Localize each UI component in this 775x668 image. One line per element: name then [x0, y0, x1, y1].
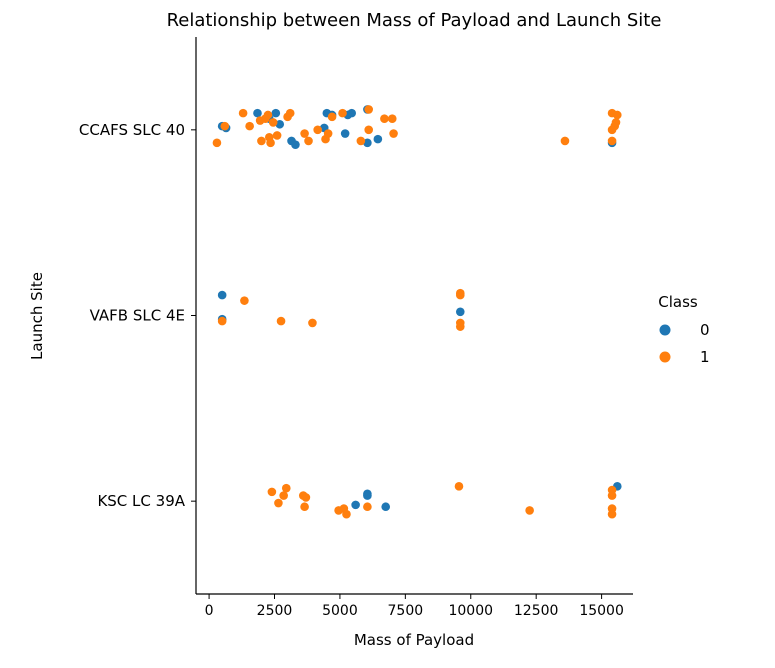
- data-point-class-1: [276, 316, 286, 326]
- data-point-class-1: [455, 322, 465, 331]
- data-point-class-1: [313, 125, 322, 135]
- data-point-class-1: [263, 110, 273, 120]
- data-point-class-1: [607, 136, 617, 146]
- data-point-class-1: [323, 129, 333, 138]
- data-point-class-0: [455, 307, 465, 317]
- data-point-class-1: [240, 296, 249, 305]
- y-axis-label: Launch Site: [28, 272, 46, 360]
- data-point-class-1: [212, 138, 222, 148]
- legend-title: Class: [658, 293, 698, 311]
- data-point-class-1: [257, 136, 266, 146]
- data-point-class-1: [611, 118, 621, 127]
- data-point-class-1: [220, 121, 230, 131]
- x-axis-label: Mass of Payload: [354, 631, 474, 649]
- data-point-class-1: [267, 487, 277, 497]
- data-point-class-0: [217, 290, 227, 300]
- legend-marker: [659, 351, 671, 363]
- data-point-class-1: [364, 105, 374, 114]
- legend-label: 0: [700, 321, 710, 339]
- data-point-class-1: [301, 493, 311, 502]
- x-tick-label: 7500: [388, 603, 424, 619]
- data-point-class-1: [363, 502, 372, 512]
- data-point-class-1: [266, 138, 275, 148]
- data-point-class-0: [363, 491, 372, 500]
- data-point-class-0: [340, 129, 350, 138]
- data-point-class-1: [268, 118, 278, 127]
- data-point-class-0: [363, 138, 372, 148]
- data-point-class-1: [454, 482, 464, 491]
- data-point-class-0: [275, 119, 285, 129]
- data-point-class-1: [274, 498, 283, 508]
- data-point-class-1: [338, 108, 347, 118]
- data-point-class-1: [281, 483, 291, 493]
- legend: Class 01: [658, 293, 709, 366]
- data-point-class-0: [351, 500, 360, 510]
- x-tick-label: 2500: [257, 603, 293, 619]
- data-point-class-1: [279, 491, 288, 500]
- data-point-class-1: [238, 108, 248, 118]
- data-point-class-0: [253, 108, 262, 118]
- legend-marker: [659, 324, 671, 336]
- data-point-class-0: [373, 134, 383, 144]
- data-point-class-1: [389, 129, 398, 138]
- chart-title: Relationship between Mass of Payload and…: [167, 10, 662, 31]
- data-point-class-0: [381, 502, 391, 512]
- data-point-class-1: [607, 509, 617, 519]
- data-point-class-1: [217, 316, 227, 326]
- x-tick-label: 12500: [514, 603, 559, 619]
- data-point-class-1: [364, 125, 374, 135]
- y-ticks: CCAFS SLC 40 VAFB SLC 4E KSC LC 39A: [79, 121, 196, 510]
- x-tick-label: 5000: [322, 603, 358, 619]
- y-tick-label: VAFB SLC 4E: [90, 307, 185, 325]
- x-tick-label: 0: [205, 603, 214, 619]
- data-point-class-1: [327, 112, 337, 122]
- data-point-class-1: [356, 136, 366, 146]
- data-point-class-0: [347, 108, 356, 118]
- x-ticks: 0 2500 5000 7500 10000 12500 15000: [205, 594, 624, 619]
- data-point-class-1: [612, 110, 622, 120]
- data-point-class-1: [285, 108, 295, 118]
- data-point-class-1: [607, 491, 617, 500]
- legend-entries: 01: [659, 321, 710, 366]
- data-point-class-1: [300, 129, 309, 138]
- data-point-class-1: [308, 318, 317, 328]
- data-point-class-1: [525, 506, 534, 515]
- data-point-class-1: [560, 136, 570, 146]
- data-point-class-1: [245, 121, 254, 131]
- y-tick-label: CCAFS SLC 40: [79, 121, 185, 139]
- data-point-class-1: [387, 114, 397, 123]
- data-point-class-1: [272, 131, 282, 140]
- x-tick-label: 10000: [448, 603, 493, 619]
- data-point-class-1: [304, 136, 313, 146]
- data-point-class-0: [271, 108, 281, 118]
- points-layer: [212, 105, 622, 519]
- data-point-class-1: [380, 114, 389, 123]
- data-point-class-1: [342, 509, 351, 519]
- data-point-class-1: [300, 502, 309, 512]
- x-tick-label: 15000: [579, 603, 624, 619]
- legend-label: 1: [700, 348, 710, 366]
- data-point-class-0: [291, 140, 300, 149]
- data-point-class-1: [455, 288, 465, 298]
- y-tick-label: KSC LC 39A: [97, 492, 185, 510]
